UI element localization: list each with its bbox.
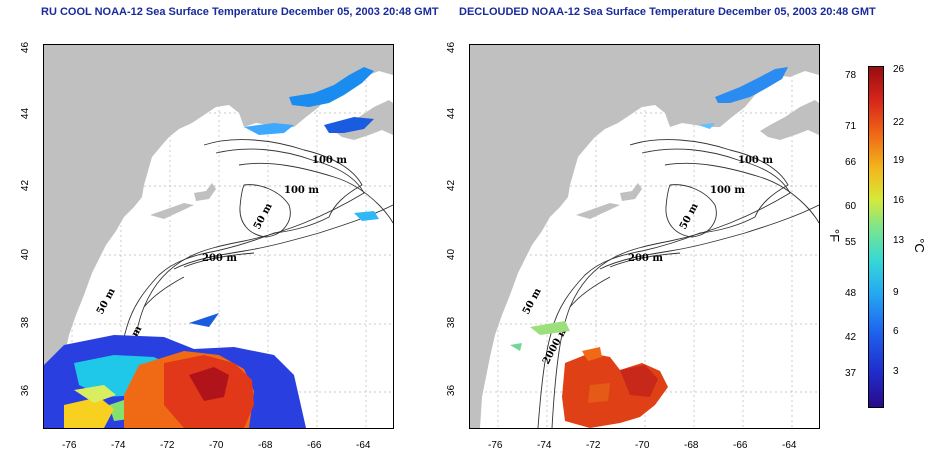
colorbar-f-78: 78 [845,70,857,81]
land-mass [470,45,819,428]
left-x-tick-74: -74 [111,440,126,451]
contour-label-100m-a: 100 m [738,155,773,166]
right-sst-map[interactable]: 100 m 100 m 50 m 200 m 50 m 2000 m [469,44,820,429]
cape-cod-land [194,183,216,201]
right-map-title: DECLOUDED NOAA-12 Sea Surface Temperatur… [459,6,876,18]
colorbar-f-42: 42 [845,332,857,343]
colorbar-c-6: 6 [893,326,899,337]
colorbar-c-26: 26 [893,64,905,75]
right-x-tick-72: -72 [586,440,601,451]
contour-label-50m-a: 50 m [252,201,275,231]
left-x-tick-68: -68 [258,440,273,451]
cape-cod-land [620,183,642,201]
right-y-tick-40: 40 [446,248,458,261]
left-y-tick-40: 40 [20,248,32,261]
contour-label-100m-a: 100 m [312,155,347,166]
colorbar-fahrenheit-unit: °F [827,228,843,243]
colorbar-c-22: 22 [893,117,905,128]
left-y-tick-38: 38 [20,316,32,329]
colorbar-c-16: 16 [893,195,905,206]
colorbar-f-66: 66 [845,157,857,168]
left-y-tick-42: 42 [20,179,32,192]
left-x-tick-72: -72 [160,440,175,451]
left-sst-map[interactable]: 100 m 100 m 50 m 200 m 50 m 2000 m [43,44,394,429]
left-x-tick-76: -76 [62,440,77,451]
sst-data-patches [44,67,379,428]
left-y-tick-46: 46 [20,41,32,54]
contour-label-200m: 200 m [628,253,663,264]
colorbar-c-19: 19 [893,155,905,166]
right-x-tick-64: -64 [782,440,797,451]
right-y-tick-46: 46 [446,41,458,54]
left-x-tick-70: -70 [209,440,224,451]
sst-data-patches [510,67,788,428]
right-x-tick-68: -68 [684,440,699,451]
right-y-tick-36: 36 [446,384,458,397]
colorbar-f-60: 60 [845,201,857,212]
colorbar-c-9: 9 [893,287,899,298]
left-x-tick-66: -66 [307,440,322,451]
contour-label-50m-b: 50 m [95,286,118,316]
contour-label-50m-a: 50 m [678,201,701,231]
temperature-colorbar [868,66,884,408]
contour-label-200m: 200 m [202,253,237,264]
long-island-land [150,203,194,219]
colorbar-f-71: 71 [845,121,857,132]
contour-label-50m-b: 50 m [521,286,544,316]
right-x-tick-74: -74 [537,440,552,451]
contour-label-100m-b: 100 m [284,185,319,196]
left-y-tick-36: 36 [20,384,32,397]
bathymetry-contours [111,139,393,428]
colorbar-c-13: 13 [893,235,905,246]
colorbar-f-55: 55 [845,237,857,248]
colorbar-c-3: 3 [893,366,899,377]
right-x-tick-76: -76 [488,440,503,451]
nova-scotia-land [760,100,819,140]
long-island-land [576,203,620,219]
contour-label-100m-b: 100 m [710,185,745,196]
right-y-tick-44: 44 [446,107,458,120]
left-map-title: RU COOL NOAA-12 Sea Surface Temperature … [41,6,439,18]
colorbar-f-37: 37 [845,368,857,379]
left-x-tick-64: -64 [356,440,371,451]
bathymetry-contours [537,139,819,428]
left-y-tick-44: 44 [20,107,32,120]
colorbar-f-48: 48 [845,288,857,299]
colorbar-celsius-unit: °C [911,238,927,253]
right-y-tick-38: 38 [446,316,458,329]
land-mass [44,45,393,428]
right-y-tick-42: 42 [446,179,458,192]
right-x-tick-66: -66 [733,440,748,451]
right-x-tick-70: -70 [635,440,650,451]
